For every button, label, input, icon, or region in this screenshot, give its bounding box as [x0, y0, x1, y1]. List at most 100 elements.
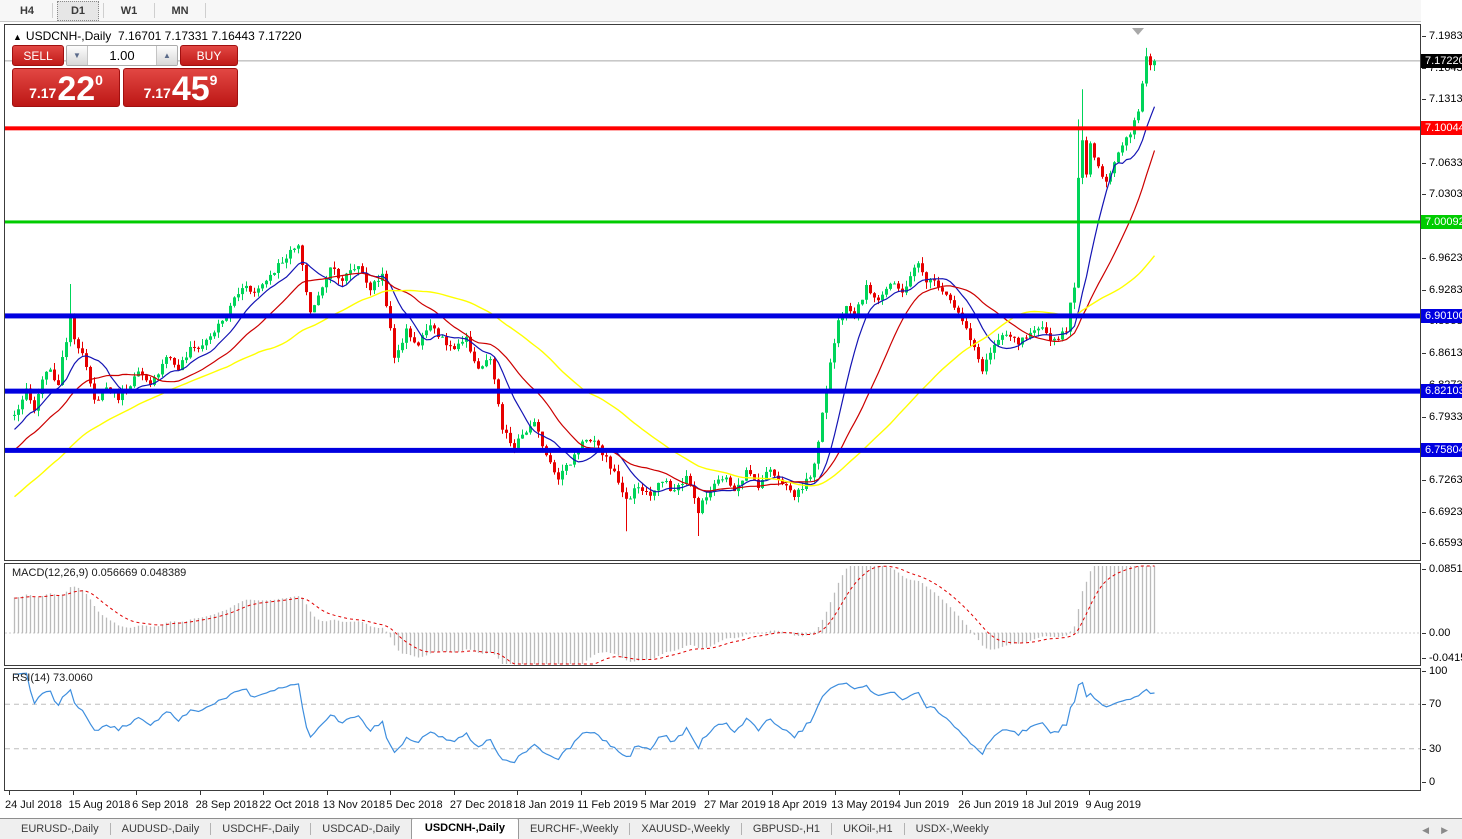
tab-scroll-left-button[interactable]: ◀: [1422, 825, 1430, 835]
price-tick-label: 7.13130: [1429, 93, 1462, 105]
macd-axis-max: 0.085164: [1429, 563, 1462, 575]
level-line-6.75804: [5, 447, 1420, 453]
tab-usdcnh-daily[interactable]: USDCNH-,Daily: [410, 818, 519, 839]
price-badge-6.90100: 6.90100: [1421, 309, 1462, 323]
macd-axis-min: -0.041597: [1429, 652, 1462, 664]
date-tick: [771, 791, 773, 795]
buy-price-button[interactable]: 7.17 45 9: [123, 68, 238, 107]
price-badge-6.82103: 6.82103: [1421, 384, 1462, 398]
rsi-label: RSI(14) 73.0060: [12, 672, 93, 684]
sell-button[interactable]: SELL: [12, 45, 64, 66]
price-tick-label-tick: [1422, 290, 1426, 291]
date-label: 6 Sep 2018: [132, 799, 189, 811]
date-label: 5 Dec 2018: [386, 799, 443, 811]
rsi-indicator-panel: RSI(14) 73.0060: [4, 668, 1421, 791]
toolbar-separator: [205, 3, 206, 18]
level-line-6.901: [5, 313, 1420, 319]
date-tick: [580, 791, 582, 795]
price-badge-6.75804: 6.75804: [1421, 443, 1462, 457]
price-tick-label: 6.96230: [1429, 252, 1462, 264]
date-label: 9 Aug 2019: [1085, 799, 1142, 811]
rsi-axis-label-tick: [1422, 671, 1426, 672]
date-label: 4 Jun 2019: [894, 799, 950, 811]
date-tick: [1025, 791, 1027, 795]
date-tick: [517, 791, 519, 795]
rsi-chart: [5, 672, 1420, 764]
date-tick: [390, 791, 392, 795]
macd-signal-line: [14, 565, 1155, 665]
price-axis: 7.198307.164307.131307.097307.063307.030…: [1421, 0, 1462, 818]
rsi-axis-label-tick: [1422, 704, 1426, 705]
ohlc-open: 7.16701: [117, 29, 162, 43]
symbol-name: USDCNH-,Daily: [25, 29, 112, 43]
tab-eurusd-daily[interactable]: EURUSD-,Daily: [21, 823, 99, 835]
tab-usdx-weekly[interactable]: USDX-,Weekly: [915, 823, 989, 835]
tab-xauusd-weekly[interactable]: XAUUSD-,Weekly: [641, 823, 730, 835]
level-line-7.10044: [5, 126, 1420, 131]
tab-gbpusd-h1[interactable]: GBPUSD-,H1: [752, 823, 821, 835]
price-tick-label-tick: [1422, 194, 1426, 195]
macd-indicator-panel: MACD(12,26,9) 0.056669 0.048389: [4, 563, 1421, 666]
price-tick-label: 6.92830: [1429, 284, 1462, 296]
macd-axis-max-tick: [1422, 569, 1426, 570]
toolbar-separator: [52, 3, 53, 18]
timeframe-button-w1[interactable]: W1: [120, 4, 138, 17]
price-tick-label: 6.79330: [1429, 411, 1462, 423]
tab-eurchf-weekly[interactable]: EURCHF-,Weekly: [529, 823, 619, 835]
date-tick: [708, 791, 710, 795]
price-tick-label-tick: [1422, 36, 1426, 37]
price-tick-label-tick: [1422, 99, 1426, 100]
date-label: 18 Apr 2019: [767, 799, 827, 811]
price-tick-label-tick: [1422, 258, 1426, 259]
volume-increase-button[interactable]: ▲: [156, 46, 177, 65]
volume-input[interactable]: [88, 46, 156, 65]
toolbar-separator: [154, 3, 155, 18]
date-axis: 24 Jul 2018 15 Aug 2018 6 Sep 2018 28 Sep 2…: [0, 791, 1462, 818]
tab-separator: [310, 823, 312, 835]
date-tick: [835, 791, 837, 795]
price-badge-7.10044: 7.10044: [1421, 121, 1462, 135]
tab-usdcad-daily[interactable]: USDCAD-,Daily: [322, 823, 400, 835]
ma-medium-line: [14, 150, 1156, 492]
tab-scroll-controls: ◀ ▶: [1422, 825, 1462, 836]
macd-axis-zero-tick: [1422, 633, 1426, 634]
timeframe-button-mn[interactable]: MN: [171, 4, 189, 17]
sell-price-button[interactable]: 7.17 22 0: [12, 68, 120, 107]
price-tick-label-tick: [1422, 543, 1426, 544]
date-label: 5 Mar 2019: [640, 799, 697, 811]
tab-audusd-daily[interactable]: AUDUSD-,Daily: [121, 823, 200, 835]
tab-separator: [210, 823, 212, 835]
toolbar-separator: [103, 3, 104, 18]
volume-decrease-button[interactable]: ▼: [67, 46, 88, 65]
sell-price-big: 22: [57, 69, 96, 108]
candlestick-chart[interactable]: [5, 25, 1420, 560]
tab-usdchf-daily[interactable]: USDCHF-,Daily: [222, 823, 300, 835]
level-line-7.00092: [5, 220, 1420, 224]
timeframe-button-d1[interactable]: D1: [57, 0, 99, 21]
rsi-axis-label: 70: [1429, 698, 1442, 710]
date-tick: [9, 791, 10, 795]
tab-ukoil-h1[interactable]: UKOil-,H1: [843, 823, 893, 835]
level-line-6.82103: [5, 388, 1420, 394]
date-tick: [72, 791, 74, 795]
tab-separator: [903, 823, 905, 835]
date-tick: [644, 791, 646, 795]
date-tick: [962, 791, 964, 795]
tab-scroll-right-button[interactable]: ▶: [1441, 825, 1448, 835]
date-label: 27 Mar 2019: [704, 799, 766, 811]
collapse-arrow-icon[interactable]: ▲: [13, 32, 22, 42]
date-label: 11 Feb 2019: [576, 799, 638, 811]
price-tick-label: 6.86130: [1429, 347, 1462, 359]
main-chart-panel: ▲ USDCNH-,Daily 7.16701 7.17331 7.16443 7…: [4, 24, 1421, 561]
buy-button[interactable]: BUY: [180, 45, 238, 66]
date-tick: [453, 791, 455, 795]
price-tick-label: 7.19830: [1429, 30, 1462, 42]
macd-axis-zero: 0.00: [1429, 627, 1451, 639]
date-label: 13 Nov 2018: [322, 799, 386, 811]
date-tick: [898, 791, 900, 795]
timeframe-button-h4[interactable]: H4: [19, 4, 35, 17]
rsi-line: [14, 672, 1155, 764]
